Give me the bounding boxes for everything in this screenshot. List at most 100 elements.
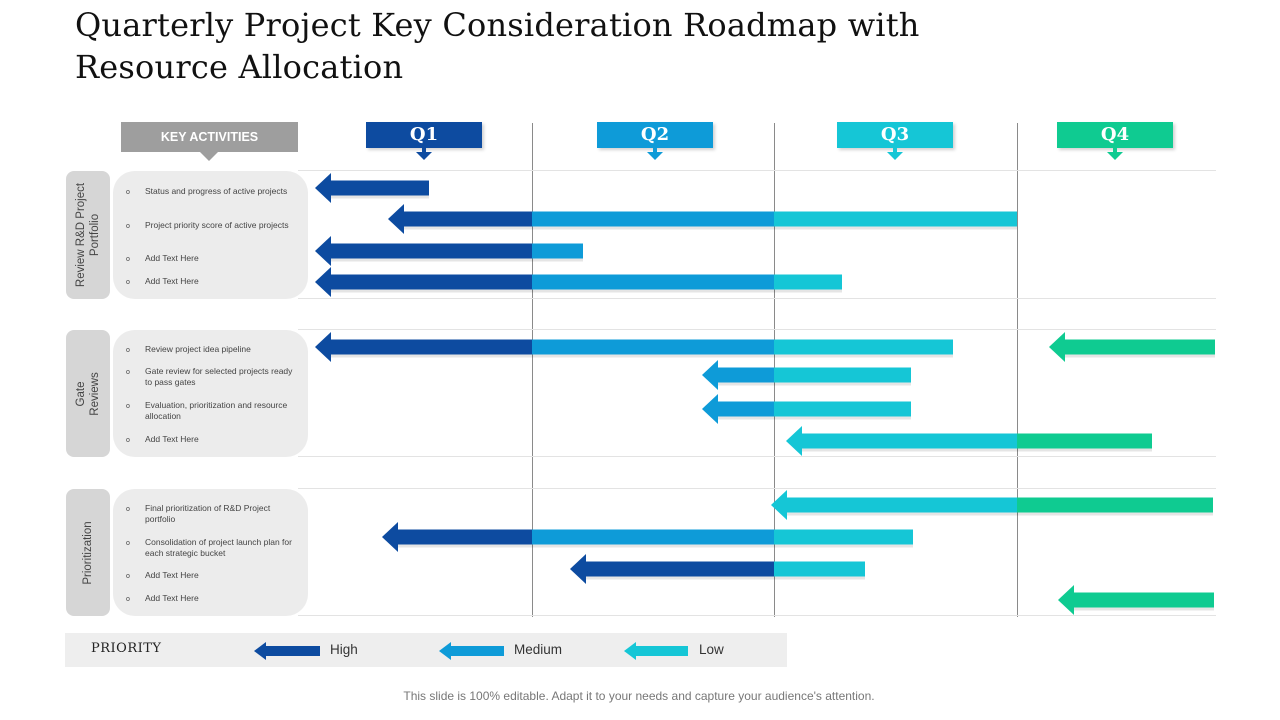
page-title: Quarterly Project Key Consideration Road… (75, 6, 920, 86)
timeline-arrow (315, 332, 953, 362)
arrow-segment-low (787, 497, 1017, 513)
timeline-arrow (315, 267, 842, 297)
arrow-shadow (331, 277, 842, 293)
arrow-segment-high (404, 211, 532, 227)
quarter-q4-pointer (1107, 152, 1123, 160)
section-items-box (113, 330, 308, 457)
arrow-segment-high (331, 274, 532, 290)
activity-text: Status and progress of active projects (145, 186, 288, 196)
quarter-q4-stem (1113, 148, 1117, 152)
activity-text: Add Text Here (145, 570, 199, 580)
activity-item: o Add Text Here (126, 593, 295, 604)
arrow-shadow (331, 183, 429, 199)
arrow-segment-low (774, 561, 865, 577)
bullet-icon: o (126, 596, 130, 603)
row-separator (298, 615, 1216, 616)
arrow-shadow (718, 370, 911, 386)
row-separator (298, 170, 1216, 171)
activity-text: Review project idea pipeline (145, 344, 251, 354)
arrow-segment-low (774, 367, 911, 383)
arrow-shadow (586, 564, 865, 580)
arrow-head (315, 267, 331, 297)
timeline-arrow (570, 554, 865, 584)
arrow-segment-q4 (1017, 497, 1213, 513)
arrow-shadow (1074, 595, 1214, 611)
activity-item: o Final prioritization of R&D Project por… (126, 503, 295, 525)
priority-legend (65, 633, 787, 667)
arrow-segment-high (331, 339, 532, 355)
activity-text: Project priority score of active project… (145, 220, 289, 230)
legend-label-medium: Medium (514, 642, 563, 657)
quarter-q4-header: Q4 (1057, 122, 1173, 148)
section-label-text: Review R&D Project Portfolio (75, 182, 101, 288)
arrow-head (1058, 585, 1074, 615)
quarter-q2-header: Q2 (597, 122, 713, 148)
activity-item: o Gate review for selected projects ready… (126, 366, 295, 388)
bullet-icon: o (126, 540, 130, 547)
section-items-box (113, 171, 308, 299)
activity-text: Add Text Here (145, 253, 199, 263)
activity-text: Add Text Here (145, 593, 199, 603)
timeline-arrow (388, 204, 1017, 234)
timeline-arrow (1049, 332, 1215, 362)
quarter-q3-header: Q3 (837, 122, 953, 148)
activity-item: o Add Text Here (126, 434, 295, 445)
quarter-q3-stem (893, 148, 897, 152)
arrow-segment-medium (532, 339, 774, 355)
legend-label-high: High (330, 642, 358, 657)
quarter-q2-stem (653, 148, 657, 152)
legend-title: PRIORITY (91, 641, 162, 656)
arrow-shadow (398, 532, 913, 548)
timeline-arrow (771, 490, 1213, 520)
bullet-icon: o (126, 573, 130, 580)
activity-item: o Status and progress of active projects (126, 186, 295, 197)
timeline-arrow (786, 426, 1152, 456)
arrow-head (786, 426, 802, 456)
quarter-divider-2 (774, 123, 775, 617)
section-label-review-portfolio: Review R&D Project Portfolio (66, 171, 110, 299)
arrow-segment-high (331, 243, 532, 259)
arrow-segment-low (774, 529, 913, 545)
arrow-segment-medium (532, 529, 774, 545)
section-label-text: Prioritization (82, 520, 94, 585)
activity-text: Add Text Here (145, 434, 199, 444)
arrow-head (1049, 332, 1065, 362)
quarter-divider-3 (1017, 123, 1018, 617)
arrow-segment-low (802, 433, 1017, 449)
timeline-arrow (702, 394, 911, 424)
arrow-head (702, 360, 718, 390)
activity-item: o Add Text Here (126, 276, 295, 287)
arrow-shadow (1065, 342, 1215, 358)
row-separator (298, 488, 1216, 489)
section-label-text: Gate Reviews (75, 371, 101, 416)
section-items-box (113, 489, 308, 616)
row-separator (298, 456, 1216, 457)
key-activities-pointer (200, 152, 218, 161)
arrow-shadow (802, 436, 1152, 452)
timeline-arrow (1058, 585, 1214, 615)
quarter-q1-stem (422, 148, 426, 152)
arrow-segment-q4 (1065, 339, 1215, 355)
arrow-segment-low (774, 339, 953, 355)
bullet-icon: o (126, 506, 130, 513)
bullet-icon: o (126, 369, 130, 376)
timeline-arrow (702, 360, 911, 390)
activity-item: o Project priority score of active projec… (126, 220, 295, 231)
activity-text: Gate review for selected projects ready … (145, 366, 293, 387)
arrow-segment-q4 (1074, 592, 1214, 608)
arrow-segment-medium (718, 401, 774, 417)
timeline-arrow (315, 236, 583, 266)
legend-label-low: Low (699, 642, 724, 657)
bullet-icon: o (126, 347, 130, 354)
timeline-arrow (315, 173, 429, 203)
arrow-segment-q4 (1017, 433, 1152, 449)
arrow-segment-medium (532, 243, 583, 259)
arrow-segment-medium (532, 211, 774, 227)
arrow-head (570, 554, 586, 584)
arrow-shadow (718, 404, 911, 420)
arrow-head (315, 332, 331, 362)
section-label-prioritization: Prioritization (66, 489, 110, 616)
bullet-icon: o (126, 403, 130, 410)
bullet-icon: o (126, 279, 130, 286)
arrow-head (388, 204, 404, 234)
